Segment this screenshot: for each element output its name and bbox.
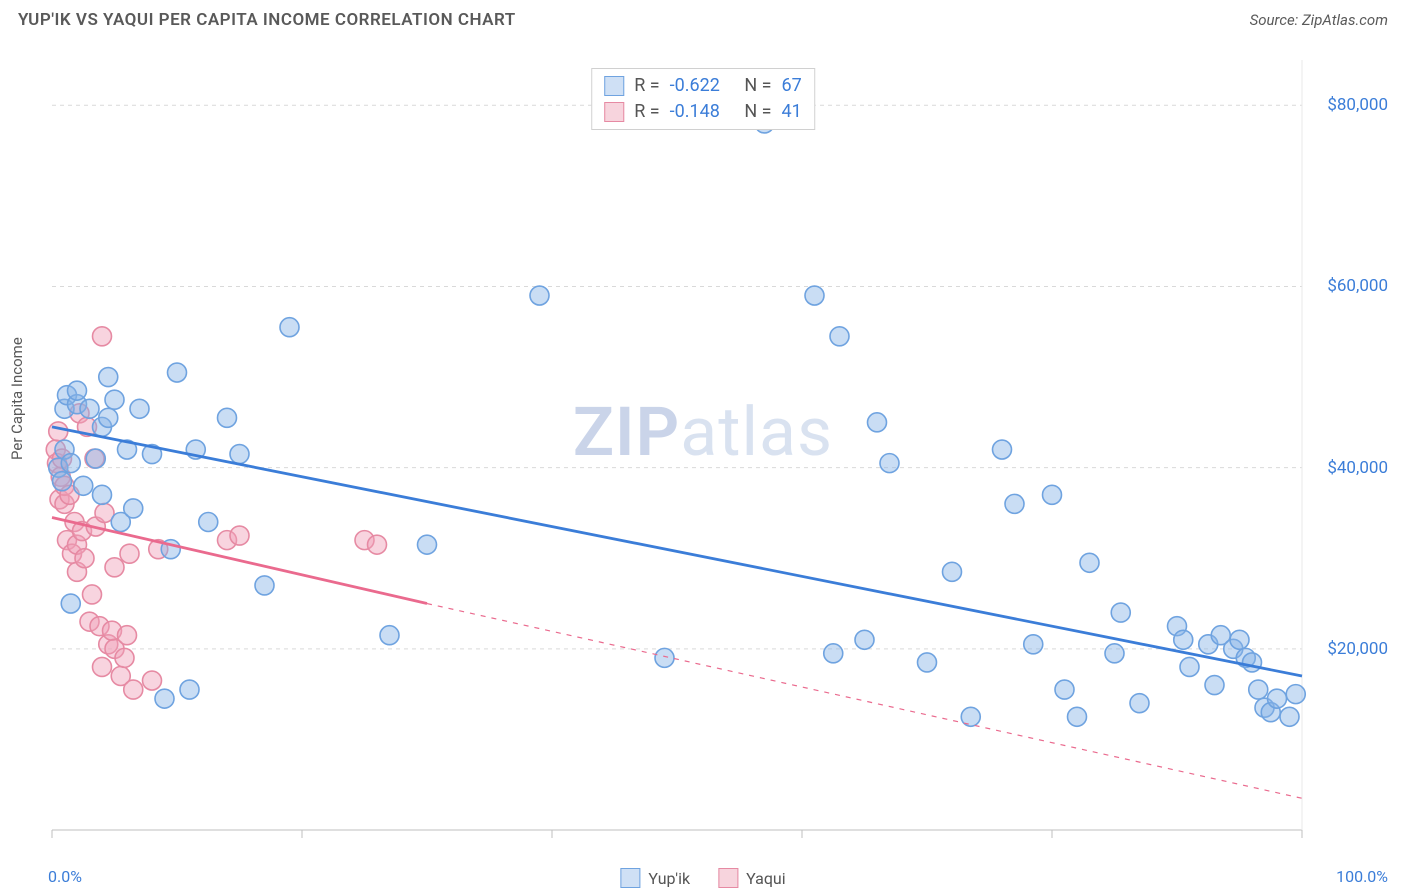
y-tick-label: $40,000	[1327, 458, 1388, 478]
stats-row: R = -0.148 N = 41	[604, 99, 802, 125]
y-tick-label: $80,000	[1327, 95, 1388, 115]
legend-item: Yup'ik	[620, 868, 690, 888]
chart-title: YUP'IK VS YAQUI PER CAPITA INCOME CORREL…	[18, 10, 516, 30]
scatter-plot-svg	[0, 40, 1406, 860]
chart-area: Per Capita Income ZIPatlas R = -0.622 N …	[0, 40, 1406, 892]
legend-label: Yaqui	[746, 869, 786, 888]
stats-row: R = -0.622 N = 67	[604, 73, 802, 99]
correlation-stats-box: R = -0.622 N = 67 R = -0.148 N = 41	[591, 68, 815, 130]
legend-swatch-icon	[620, 868, 640, 888]
legend-label: Yup'ik	[648, 869, 690, 888]
y-tick-label: $60,000	[1327, 276, 1388, 296]
legend-item: Yaqui	[718, 868, 786, 888]
x-axis-max-label: 100.0%	[1336, 867, 1388, 886]
series-legend: Yup'ik Yaqui	[620, 868, 785, 888]
legend-swatch-icon	[604, 76, 624, 96]
legend-swatch-icon	[718, 868, 738, 888]
legend-swatch-icon	[604, 102, 624, 122]
y-axis-label: Per Capita Income	[8, 337, 26, 460]
y-tick-label: $20,000	[1327, 639, 1388, 659]
x-axis-min-label: 0.0%	[48, 867, 82, 886]
source-label: Source: ZipAtlas.com	[1250, 11, 1388, 29]
chart-header: YUP'IK VS YAQUI PER CAPITA INCOME CORREL…	[0, 0, 1406, 36]
